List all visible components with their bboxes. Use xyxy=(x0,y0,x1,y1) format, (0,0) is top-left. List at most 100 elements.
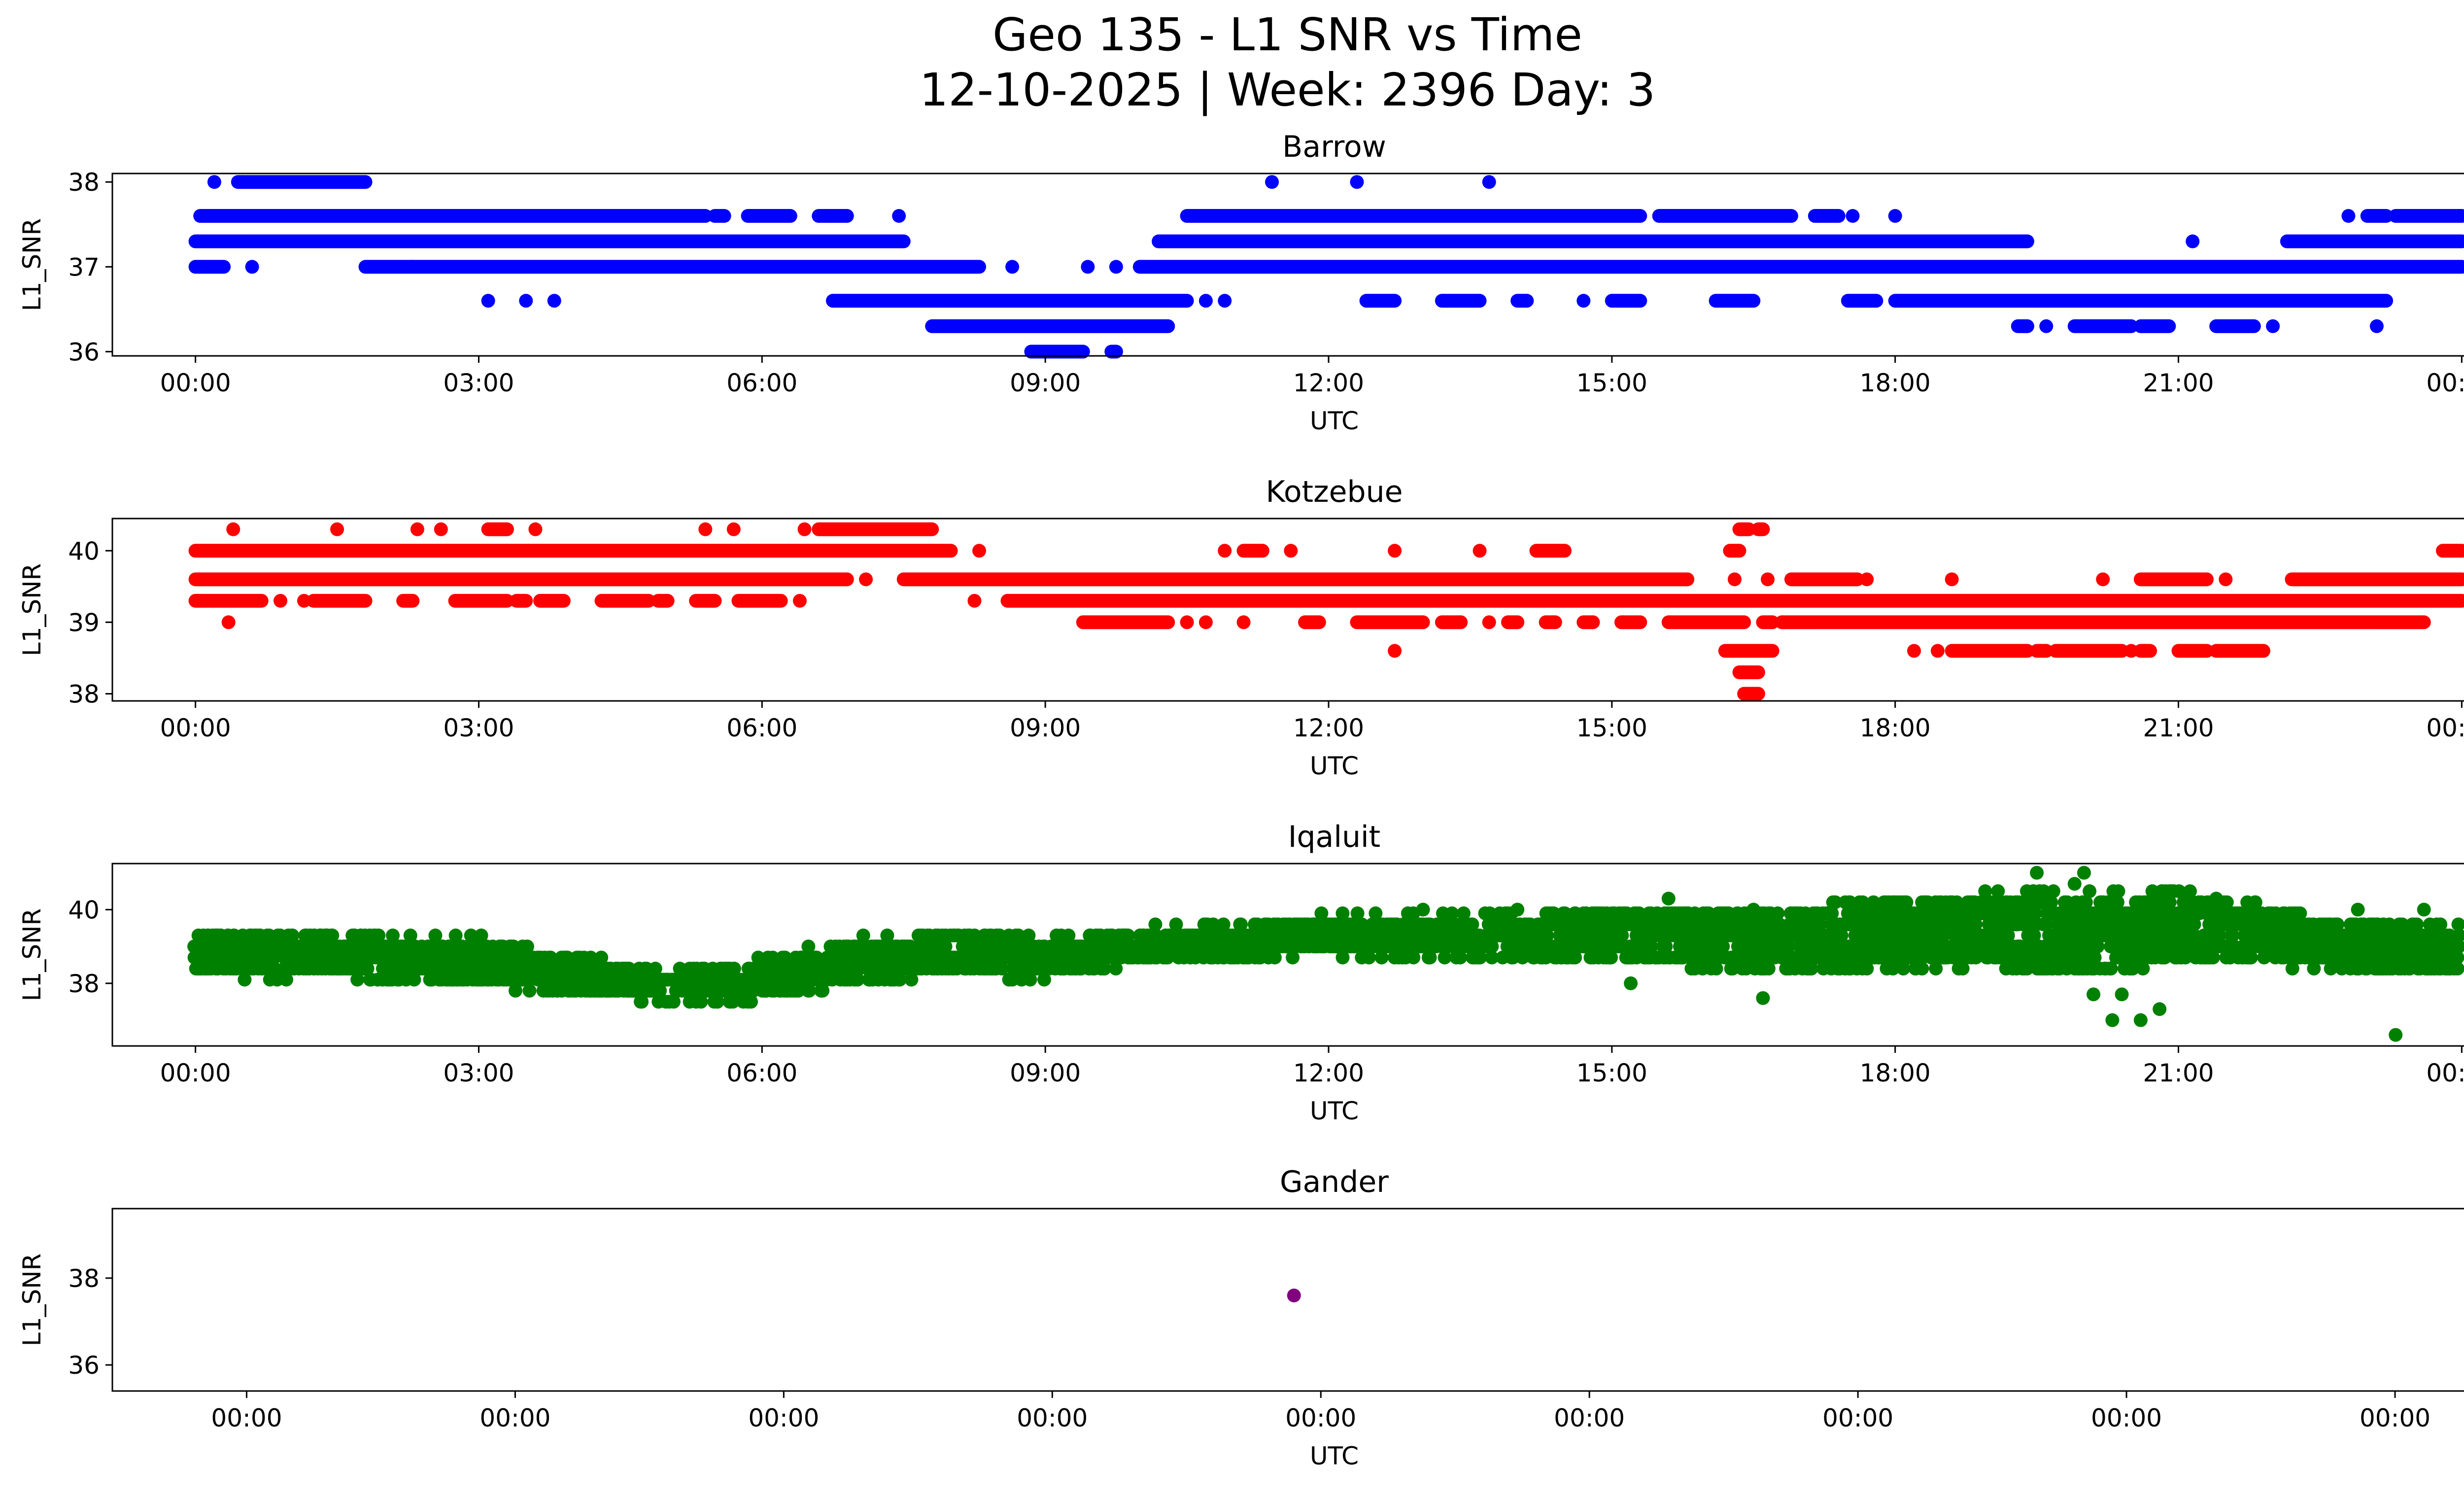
data-point xyxy=(578,973,592,987)
x-axis-label: UTC xyxy=(1310,1097,1359,1125)
data-point xyxy=(1725,962,1740,976)
data-point xyxy=(2187,928,2201,942)
data-point xyxy=(1218,294,1232,308)
data-point xyxy=(267,950,281,965)
data-point xyxy=(711,973,725,987)
data-point xyxy=(1817,939,1832,954)
data-point xyxy=(2341,209,2356,223)
subplot-title: Barrow xyxy=(1282,130,1386,164)
data-point xyxy=(1406,950,1421,965)
data-point xyxy=(2124,644,2138,658)
data-point xyxy=(1287,1288,1301,1303)
data-point xyxy=(2452,928,2464,942)
data-point xyxy=(2030,866,2044,880)
data-point xyxy=(294,950,308,965)
axes-frame xyxy=(111,863,2464,1047)
data-point xyxy=(1661,892,1676,906)
data-point xyxy=(1388,644,1402,658)
data-point xyxy=(519,294,533,308)
data-point xyxy=(1485,939,1499,954)
data-point xyxy=(1915,962,1929,976)
y-tick-label: 40 xyxy=(68,896,100,924)
data-point xyxy=(2089,939,2103,954)
data-point xyxy=(989,950,1003,965)
data-point xyxy=(1061,928,1076,942)
data-point xyxy=(1482,175,1496,189)
x-tick-label: 06:00 xyxy=(726,714,797,742)
subplot-title: Gander xyxy=(1280,1165,1389,1199)
data-point xyxy=(1286,950,1300,965)
data-point xyxy=(801,939,816,954)
data-point xyxy=(1862,939,1876,954)
data-point xyxy=(2136,962,2150,976)
x-tick-label: 03:00 xyxy=(443,369,514,397)
y-axis-label: L1_SNR xyxy=(18,563,46,657)
data-point xyxy=(1515,950,1530,965)
data-point xyxy=(727,962,741,976)
data-point xyxy=(1350,175,1364,189)
x-tick-label: 00:00 xyxy=(2426,714,2464,742)
data-point xyxy=(1307,917,1321,932)
data-point xyxy=(522,983,537,998)
data-point xyxy=(1284,544,1298,558)
data-point xyxy=(859,572,873,587)
data-point xyxy=(2028,906,2042,920)
data-point xyxy=(1482,615,1496,629)
data-point xyxy=(2020,895,2035,909)
y-axis-label: L1_SNR xyxy=(18,1253,46,1347)
data-point xyxy=(2186,234,2200,248)
data-point xyxy=(1846,209,1860,223)
data-point xyxy=(622,962,636,976)
data-point xyxy=(673,962,687,976)
data-point xyxy=(1437,950,1452,965)
x-axis-label: UTC xyxy=(1310,407,1359,435)
data-point xyxy=(1148,917,1163,932)
data-point xyxy=(2088,950,2102,965)
data-point xyxy=(797,522,812,536)
data-point xyxy=(1604,950,1618,965)
data-point xyxy=(648,962,662,976)
data-point xyxy=(1955,962,1970,976)
data-point xyxy=(2257,950,2271,965)
data-point xyxy=(1659,939,1673,954)
x-tick-label: 06:00 xyxy=(726,1059,797,1087)
data-point xyxy=(1716,939,1730,954)
data-point xyxy=(1445,906,1459,920)
data-point xyxy=(2080,928,2094,942)
data-point xyxy=(2020,962,2034,976)
data-point xyxy=(2307,962,2321,976)
data-point xyxy=(2039,917,2053,932)
data-point xyxy=(403,928,417,942)
data-point xyxy=(726,522,741,536)
data-point xyxy=(892,209,906,223)
data-point xyxy=(751,950,765,965)
data-point xyxy=(981,939,995,954)
data-point xyxy=(2046,884,2060,899)
data-point xyxy=(2450,950,2464,965)
data-point xyxy=(1510,903,1525,917)
data-point xyxy=(2219,572,2233,587)
data-point xyxy=(2450,962,2464,976)
data-point xyxy=(2417,903,2431,917)
data-point xyxy=(2067,877,2082,891)
data-point xyxy=(428,928,443,942)
data-point xyxy=(1936,928,1951,942)
data-point xyxy=(443,939,457,954)
data-point xyxy=(851,973,865,987)
data-point xyxy=(2293,906,2307,920)
data-point xyxy=(2104,962,2118,976)
data-point xyxy=(1374,950,1389,965)
data-point xyxy=(792,593,807,608)
data-point xyxy=(892,973,907,987)
data-point xyxy=(1350,906,1365,920)
data-point xyxy=(1741,939,1755,954)
data-point xyxy=(1813,917,1827,932)
x-tick-label: 15:00 xyxy=(1576,1059,1647,1087)
y-tick-label: 36 xyxy=(68,338,100,366)
data-point xyxy=(2133,1013,2148,1027)
data-point xyxy=(2442,928,2457,942)
data-point xyxy=(221,615,236,629)
data-point xyxy=(1727,572,1742,587)
data-point xyxy=(1886,962,1900,976)
data-point xyxy=(2224,928,2238,942)
